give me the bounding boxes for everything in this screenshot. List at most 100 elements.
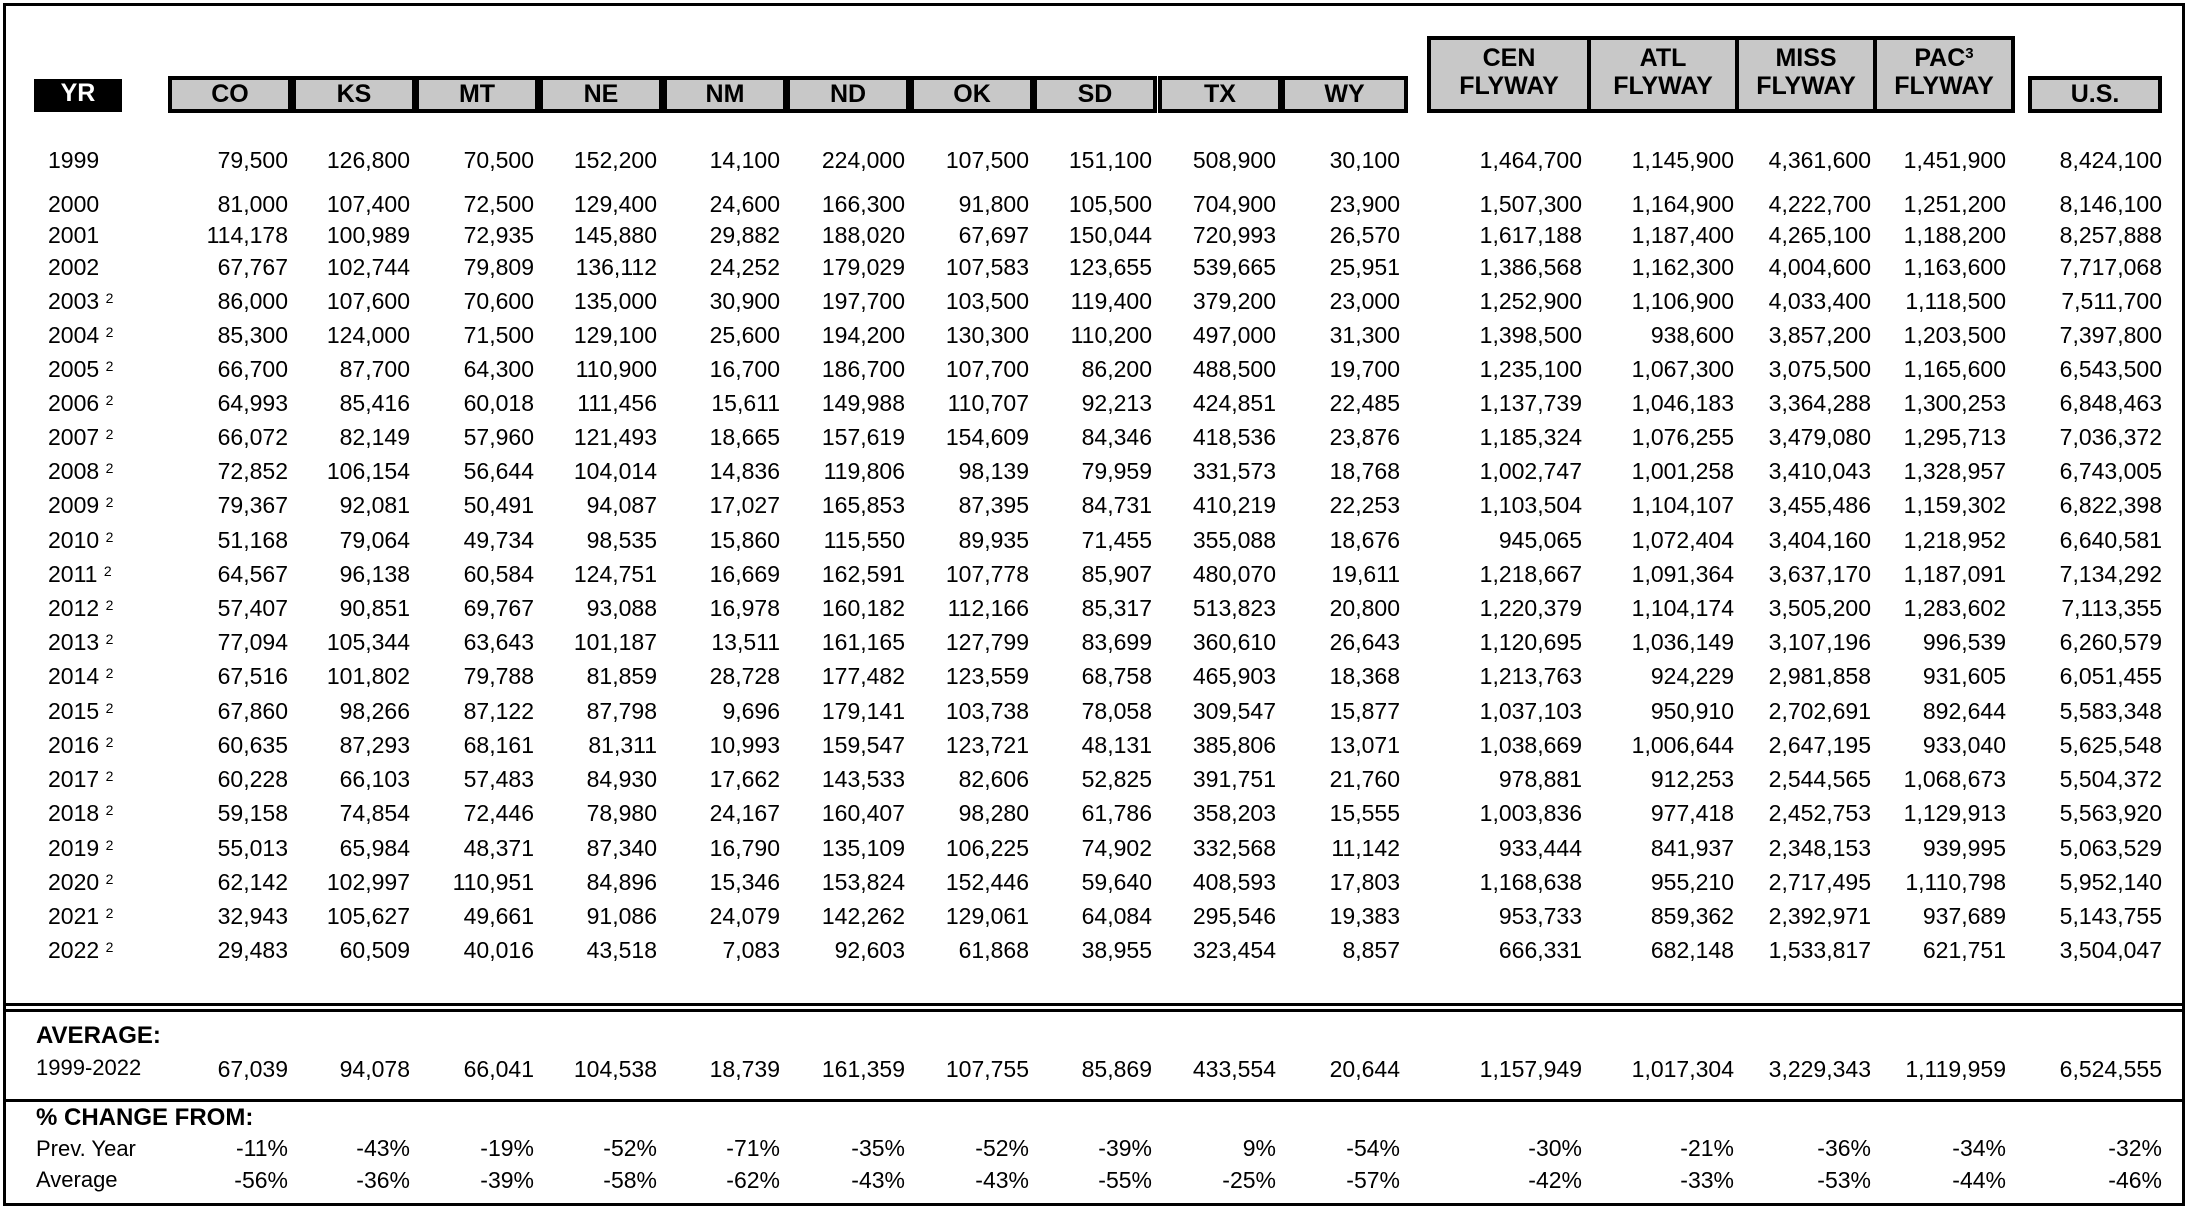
table-cell: 71,455	[1081, 527, 1152, 553]
year-label: 2007	[48, 424, 100, 450]
table-cell: 102,744	[326, 254, 410, 280]
table-cell: 7,134,292	[2059, 561, 2162, 587]
average-change-cell: -53%	[1817, 1167, 1871, 1193]
table-cell: 79,809	[463, 254, 534, 280]
table-cell: 127,799	[945, 629, 1029, 655]
table-cell: 1,129,913	[1903, 800, 2006, 826]
table-cell: 3,637,170	[1768, 561, 1871, 587]
table-cell: 1,037,103	[1479, 698, 1582, 724]
table-cell: 1,451,900	[1903, 147, 2006, 173]
table-cell: 106,225	[945, 835, 1029, 861]
table-cell: 358,203	[1192, 800, 1276, 826]
table-cell: 70,500	[463, 147, 534, 173]
table-cell: 704,900	[1192, 191, 1276, 217]
average-cell: 1,017,304	[1631, 1056, 1734, 1082]
table-cell: 15,346	[709, 869, 780, 895]
table-cell: 142,262	[821, 903, 905, 929]
year-label: 2010	[48, 527, 100, 553]
year-cell: 2001	[48, 220, 148, 250]
average-cell: 66,041	[463, 1056, 534, 1082]
header-ok: OK	[910, 76, 1034, 113]
header-nd: ND	[786, 76, 910, 113]
table-cell: 1,386,568	[1479, 254, 1582, 280]
table-cell: 3,404,160	[1768, 527, 1871, 553]
table-cell: 114,178	[206, 222, 288, 248]
year-cell: 2006 2	[48, 388, 148, 418]
table-cell: 4,033,400	[1768, 288, 1871, 314]
prev-year-change-cell: -34%	[1952, 1135, 2006, 1161]
table-cell: 7,397,800	[2059, 322, 2162, 348]
table-cell: 57,407	[217, 595, 288, 621]
year-label: 2001	[48, 222, 100, 248]
table-cell: 3,857,200	[1768, 322, 1871, 348]
table-cell: 26,643	[1329, 629, 1400, 655]
table-cell: 1,137,739	[1479, 390, 1582, 416]
year-label: 2022	[48, 937, 100, 963]
table-cell: 30,100	[1329, 147, 1400, 173]
year-cell: 2007 2	[48, 422, 148, 452]
table-cell: 6,848,463	[2059, 390, 2162, 416]
table-cell: 1,006,644	[1631, 732, 1734, 758]
table-cell: 153,824	[821, 869, 905, 895]
table-cell: 18,368	[1329, 663, 1400, 689]
table-cell: 107,778	[945, 561, 1029, 587]
table-cell: 295,546	[1192, 903, 1276, 929]
table-cell: 666,331	[1498, 937, 1582, 963]
table-cell: 1,533,817	[1768, 937, 1871, 963]
table-cell: 391,751	[1192, 766, 1276, 792]
table-cell: 379,200	[1192, 288, 1276, 314]
table-cell: 79,500	[217, 147, 288, 173]
header-cen-flyway: CEN FLYWAY	[1427, 36, 1591, 113]
table-cell: 96,138	[339, 561, 410, 587]
table-cell: 59,640	[1081, 869, 1152, 895]
year-cell: 2003 2	[48, 286, 148, 316]
average-cell: 3,229,343	[1768, 1056, 1871, 1082]
table-cell: 2,702,691	[1768, 698, 1871, 724]
table-cell: 135,109	[821, 835, 905, 861]
table-cell: 1,283,602	[1903, 595, 2006, 621]
table-cell: 19,611	[1331, 561, 1400, 587]
footnote-marker: 2	[105, 290, 114, 306]
average-change-cell: -58%	[603, 1167, 657, 1193]
table-cell: 177,482	[821, 663, 905, 689]
table-cell: 1,162,300	[1631, 254, 1734, 280]
table-cell: 145,880	[573, 222, 657, 248]
average-change-cell: -55%	[1098, 1167, 1152, 1193]
prev-year-change-cell: -52%	[603, 1135, 657, 1161]
table-cell: 3,364,288	[1768, 390, 1871, 416]
table-cell: 67,697	[958, 222, 1029, 248]
footnote-marker: 2	[105, 939, 114, 955]
year-label: 2003	[48, 288, 100, 314]
table-cell: 79,959	[1081, 458, 1152, 484]
table-cell: 17,662	[709, 766, 780, 792]
table-cell: 66,103	[339, 766, 410, 792]
table-cell: 65,984	[339, 835, 410, 861]
table-cell: 130,300	[945, 322, 1029, 348]
table-cell: 55,013	[217, 835, 288, 861]
table-cell: 16,978	[709, 595, 780, 621]
table-cell: 1,120,695	[1479, 629, 1582, 655]
table-cell: 81,859	[586, 663, 657, 689]
table-cell: 9,696	[722, 698, 780, 724]
table-cell: 1,168,638	[1479, 869, 1582, 895]
table-cell: 7,511,700	[2061, 288, 2162, 314]
table-cell: 105,500	[1068, 191, 1152, 217]
table-cell: 720,993	[1192, 222, 1276, 248]
prev-year-change-cell: -35%	[851, 1135, 905, 1161]
average-change-cell: -62%	[726, 1167, 780, 1193]
flyway-line2: FLYWAY	[1756, 72, 1856, 100]
table-cell: 682,148	[1650, 937, 1734, 963]
table-cell: 61,786	[1081, 800, 1152, 826]
table-cell: 1,001,258	[1631, 458, 1734, 484]
table-cell: 15,555	[1329, 800, 1400, 826]
year-cell: 2022 2	[48, 935, 148, 965]
table-cell: 1,076,255	[1631, 424, 1734, 450]
table-cell: 103,500	[945, 288, 1029, 314]
table-cell: 1,295,713	[1903, 424, 2006, 450]
table-cell: 79,788	[463, 663, 534, 689]
average-change-cell: -33%	[1680, 1167, 1734, 1193]
year-label: 2000	[48, 191, 100, 217]
table-cell: 49,734	[463, 527, 534, 553]
table-cell: 165,853	[821, 492, 905, 518]
table-cell: 86,000	[217, 288, 288, 314]
